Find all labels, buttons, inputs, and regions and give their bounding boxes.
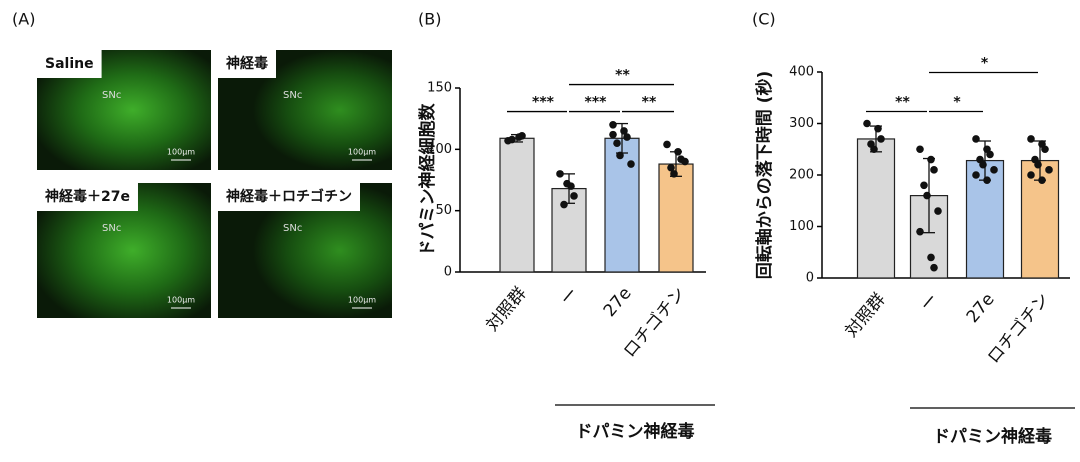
- x-tick-label: 27e: [963, 290, 999, 327]
- significance-label: *: [981, 56, 989, 72]
- data-point: [609, 130, 617, 139]
- data-point: [930, 166, 938, 174]
- label-box: [218, 50, 276, 78]
- scale-label: 100µm: [348, 148, 376, 157]
- region-label: SNc: [283, 223, 302, 234]
- data-point: [986, 150, 994, 159]
- y-tick-label: 0: [444, 265, 452, 280]
- data-point: [674, 147, 682, 156]
- significance-label: **: [895, 95, 910, 111]
- panel-label: (B): [418, 10, 441, 29]
- data-point: [556, 170, 564, 178]
- data-point: [863, 119, 871, 128]
- data-point: [1045, 166, 1053, 174]
- data-point: [983, 176, 991, 184]
- data-point: [1027, 135, 1035, 143]
- data-point: [927, 253, 935, 262]
- data-point: [930, 263, 938, 272]
- micrograph-label: Saline: [45, 56, 94, 72]
- data-point: [613, 139, 621, 147]
- data-point: [616, 151, 624, 160]
- bar: [856, 138, 896, 279]
- data-point: [1034, 160, 1042, 169]
- region-label: SNc: [102, 90, 121, 101]
- panel-label: (C): [752, 10, 776, 29]
- x-tick-label: 対照群: [842, 290, 890, 342]
- data-point: [927, 155, 935, 164]
- y-tick-label: 150: [427, 81, 452, 96]
- y-tick-label: 200: [789, 168, 814, 183]
- bar: [658, 163, 694, 273]
- y-tick-label: 50: [435, 203, 452, 218]
- data-point: [518, 132, 526, 140]
- data-point: [563, 179, 571, 188]
- x-tick-label: ー: [916, 290, 942, 316]
- y-tick-label: 400: [789, 65, 814, 80]
- label-box: [37, 183, 138, 211]
- significance-label: **: [615, 68, 630, 84]
- x-tick-label: 対照群: [483, 284, 531, 336]
- significance-label: ***: [585, 95, 608, 111]
- data-point: [1027, 171, 1035, 179]
- data-point: [623, 133, 631, 141]
- micrograph-label: 神経毒＋27e: [45, 188, 130, 205]
- significance-label: **: [642, 95, 657, 111]
- bar: [499, 137, 535, 273]
- micrograph-label: 神経毒: [226, 55, 268, 72]
- data-point: [979, 160, 987, 169]
- y-axis-label: ドパミン神経細胞数: [417, 103, 438, 257]
- y-tick-label: 100: [427, 142, 452, 157]
- data-point: [916, 227, 924, 236]
- micrograph-label: 神経毒＋ロチゴチン: [226, 188, 352, 205]
- data-point: [681, 157, 689, 166]
- data-point: [627, 160, 635, 168]
- data-point: [972, 171, 980, 179]
- label-box: [37, 50, 102, 78]
- significance-label: ***: [532, 95, 555, 111]
- scale-label: 100µm: [167, 296, 195, 305]
- data-point: [560, 200, 568, 209]
- bar: [604, 137, 640, 273]
- data-point: [667, 163, 675, 172]
- data-point: [570, 192, 578, 200]
- data-point: [877, 135, 885, 143]
- data-point: [508, 135, 516, 144]
- y-axis-label: 回転軸からの落下時間 (秒): [754, 71, 775, 279]
- data-point: [916, 145, 924, 154]
- data-point: [870, 145, 878, 154]
- data-point: [923, 191, 931, 200]
- group-label: ドパミン神経毒: [576, 421, 695, 442]
- data-point: [920, 181, 928, 190]
- data-point: [874, 124, 882, 133]
- data-point: [990, 166, 998, 174]
- data-point: [670, 170, 678, 178]
- y-tick-label: 300: [789, 116, 814, 131]
- data-point: [934, 207, 942, 215]
- panel-label: (A): [12, 10, 35, 29]
- data-point: [620, 127, 628, 135]
- significance-label: *: [953, 95, 961, 111]
- data-point: [663, 140, 671, 149]
- y-tick-label: 100: [789, 219, 814, 234]
- y-tick-label: 0: [806, 271, 814, 286]
- x-tick-label: ー: [556, 284, 582, 310]
- region-label: SNc: [283, 90, 302, 101]
- scale-label: 100µm: [348, 296, 376, 305]
- scale-label: 100µm: [167, 148, 195, 157]
- region-label: SNc: [102, 223, 121, 234]
- x-tick-label: 27e: [600, 284, 636, 321]
- data-point: [972, 135, 980, 143]
- label-box: [218, 183, 360, 211]
- data-point: [1038, 176, 1046, 184]
- data-point: [609, 121, 617, 129]
- data-point: [1041, 145, 1049, 154]
- group-label: ドパミン神経毒: [933, 426, 1052, 447]
